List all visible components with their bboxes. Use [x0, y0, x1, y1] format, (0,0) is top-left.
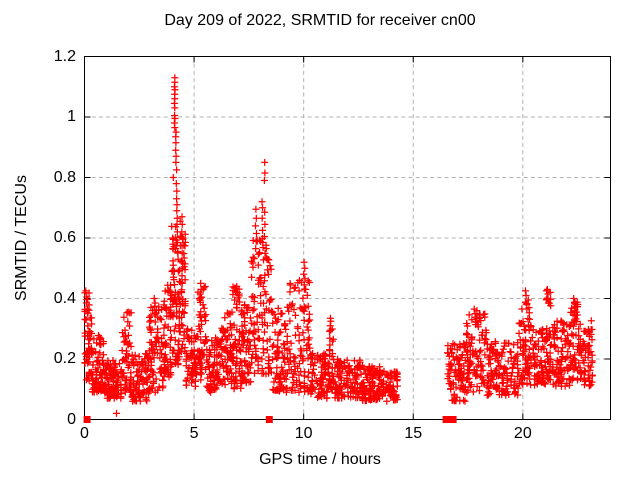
y-tick-label: 0.2 [53, 350, 76, 367]
y-tick-label: 0.8 [53, 168, 76, 186]
x-tick-label: 15 [404, 425, 423, 442]
x-tick-label: 5 [189, 425, 199, 442]
chart-title: Day 209 of 2022, SRMTID for receiver cn0… [164, 12, 476, 29]
y-tick-label: 0.4 [53, 289, 76, 307]
y-tick-label: 1 [67, 108, 76, 125]
scatter-points [81, 74, 596, 417]
x-axis-label: GPS time / hours [259, 451, 381, 468]
x-tick-label: 0 [80, 425, 89, 442]
y-tick-label: 1.2 [53, 47, 76, 65]
zero-value-markers [83, 416, 457, 423]
y-tick-label: 0.6 [53, 229, 76, 246]
x-tick-label: 10 [294, 425, 313, 442]
plot-border [84, 56, 611, 420]
x-tick-label: 20 [513, 425, 532, 442]
y-tick-label: 0 [67, 410, 76, 428]
